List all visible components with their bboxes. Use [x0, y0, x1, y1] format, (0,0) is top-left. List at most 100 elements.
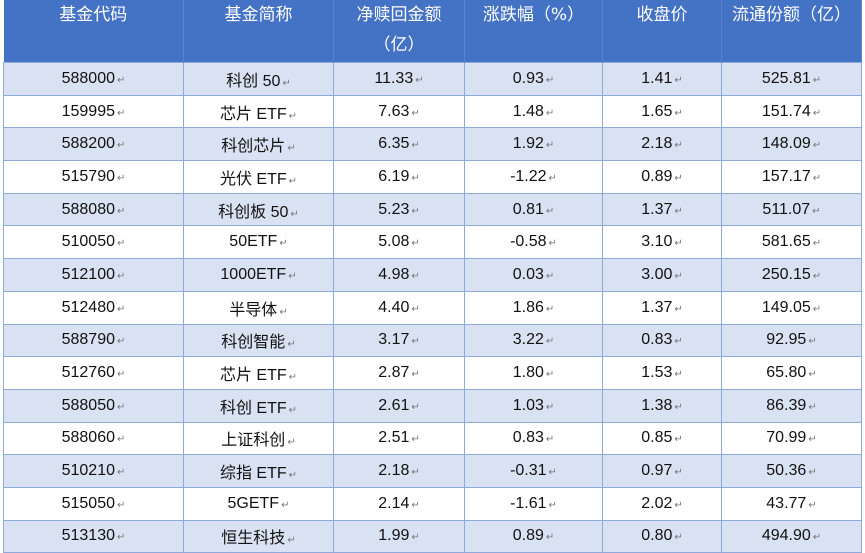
cell-net-redemption: 6.19 ↵ [333, 160, 465, 194]
cell-fund-code: 588000 ↵ [3, 62, 184, 96]
paragraph-mark-icon: ↵ [411, 401, 420, 413]
paragraph-mark-icon: ↵ [548, 499, 557, 511]
cell-change-pct: 1.86 ↵ [464, 290, 603, 325]
cell-text: 2.51 [378, 429, 410, 447]
cell-text: 157.17 [761, 167, 811, 185]
cell-text: 3.22 [512, 331, 544, 349]
paragraph-mark-icon: ↵ [279, 238, 288, 250]
cell-text: 0.03 [512, 265, 544, 283]
cell-change-pct: 1.80 ↵ [464, 356, 603, 390]
cell-text: 0.83 [641, 331, 673, 349]
cell-text: 0.93 [512, 69, 544, 87]
paragraph-mark-icon: ↵ [288, 110, 298, 122]
cell-fund-code: 159995 ↵ [3, 94, 184, 129]
cell-text: 3.10 [641, 233, 673, 251]
paragraph-mark-icon: ↵ [117, 107, 126, 119]
cell-fund-code: 588050 ↵ [3, 388, 184, 423]
cell-fund-name: 恒生科技 ↵ [183, 519, 334, 553]
table-row: 588080 ↵ 科创板 50 ↵ 5.23 ↵ 0.81 ↵ 1.37 ↵ 511.07 ↵ [3, 192, 862, 227]
cell-text: 科创 ETF [219, 399, 287, 417]
paragraph-mark-icon: ↵ [288, 372, 298, 384]
paragraph-mark-icon: ↵ [812, 74, 822, 86]
cell-text: 5.08 [378, 233, 410, 251]
cell-text: 5GETF [227, 494, 280, 512]
cell-close-price: 1.37 ↵ [602, 192, 722, 227]
paragraph-mark-icon: ↵ [287, 143, 296, 155]
cell-text: 525.81 [761, 69, 811, 87]
cell-text: 1.92 [512, 135, 544, 153]
cell-text: 2.02 [641, 494, 673, 512]
cell-fund-name: 50ETF ↵ [183, 225, 334, 260]
header-row: 基金代码 基金简称 净赎回金额（亿） 涨跌幅（%） 收盘价 流通份额（亿） [3, 0, 862, 63]
cell-fund-name: 科创智能 ↵ [183, 323, 334, 358]
cell-text: 2.18 [378, 462, 410, 480]
cell-text: 半导体 [229, 301, 278, 319]
cell-net-redemption: 5.08 ↵ [333, 225, 465, 260]
paragraph-mark-icon: ↵ [288, 175, 298, 187]
cell-text: 92.95 [766, 331, 807, 349]
cell-change-pct: -1.61 ↵ [464, 486, 603, 521]
cell-text: -0.58 [510, 233, 547, 251]
paragraph-mark-icon: ↵ [411, 140, 420, 152]
cell-fund-code: 588200 ↵ [3, 127, 184, 162]
cell-text: 1.38 [641, 396, 673, 414]
cell-close-price: 1.37 ↵ [602, 290, 722, 325]
paragraph-mark-icon: ↵ [545, 303, 555, 315]
cell-text: 上证科创 [221, 432, 286, 450]
cell-text: -0.31 [510, 462, 547, 480]
paragraph-mark-icon: ↵ [117, 303, 126, 315]
cell-text: 513130 [61, 527, 115, 545]
paragraph-mark-icon: ↵ [812, 140, 822, 152]
cell-text: 科创芯片 [221, 138, 286, 156]
paragraph-mark-icon: ↵ [288, 404, 298, 416]
paragraph-mark-icon: ↵ [812, 205, 821, 217]
cell-text: 511.07 [762, 200, 811, 218]
cell-text: 1.37 [641, 298, 673, 316]
cell-text: 芯片 ETF [219, 105, 287, 123]
paragraph-mark-icon: ↵ [288, 270, 297, 282]
cell-text: 151.74 [761, 102, 811, 120]
paragraph-mark-icon: ↵ [411, 499, 420, 511]
cell-text: 2.14 [378, 494, 410, 512]
cell-text: 588050 [61, 396, 115, 414]
cell-text: 恒生科技 [221, 530, 286, 548]
header-fund-code: 基金代码 [3, 0, 184, 63]
cell-fund-name: 科创板 50 ↵ [183, 192, 334, 227]
cell-close-price: 0.89 ↵ [602, 160, 722, 194]
paragraph-mark-icon: ↵ [545, 434, 555, 446]
paragraph-mark-icon: ↵ [117, 336, 126, 348]
cell-float-shares: 151.74 ↵ [721, 94, 862, 129]
cell-text: 588200 [61, 135, 115, 153]
cell-text: 149.05 [761, 298, 811, 316]
paragraph-mark-icon: ↵ [411, 107, 420, 119]
paragraph-mark-icon: ↵ [411, 172, 420, 184]
cell-text: 6.19 [378, 167, 410, 185]
cell-text: 1.41 [641, 69, 673, 87]
cell-float-shares: 511.07 ↵ [721, 192, 862, 227]
paragraph-mark-icon: ↵ [545, 336, 555, 348]
cell-change-pct: 0.03 ↵ [464, 258, 603, 292]
paragraph-mark-icon: ↵ [674, 401, 683, 413]
header-float-shares: 流通份额（亿） [721, 0, 862, 63]
cell-float-shares: 250.15 ↵ [721, 258, 862, 292]
paragraph-mark-icon: ↵ [812, 270, 822, 282]
cell-close-price: 0.85 ↵ [602, 421, 722, 456]
table-row: 515790 ↵ 光伏 ETF ↵ 6.19 ↵ -1.22 ↵ 0.89 ↵ 157.17 ↵ [3, 160, 862, 194]
cell-text: 2.18 [641, 135, 673, 153]
cell-text: 250.15 [761, 265, 811, 283]
paragraph-mark-icon: ↵ [411, 532, 420, 544]
paragraph-mark-icon: ↵ [808, 467, 817, 479]
table-row: 515050 ↵ 5GETF ↵ 2.14 ↵ -1.61 ↵ 2.02 ↵ 43.77 ↵ [3, 486, 862, 521]
cell-fund-code: 510210 ↵ [3, 454, 184, 488]
cell-close-price: 2.18 ↵ [602, 127, 722, 162]
cell-text: 86.39 [766, 396, 807, 414]
paragraph-mark-icon: ↵ [281, 499, 290, 511]
paragraph-mark-icon: ↵ [812, 303, 822, 315]
table-row: 588050 ↵ 科创 ETF ↵ 2.61 ↵ 1.03 ↵ 1.38 ↵ 86.39 ↵ [3, 388, 862, 423]
paragraph-mark-icon: ↵ [674, 107, 683, 119]
cell-fund-code: 515050 ↵ [3, 486, 184, 521]
cell-text: 6.35 [378, 135, 410, 153]
cell-fund-name: 5GETF ↵ [183, 486, 334, 521]
cell-text: 0.85 [641, 429, 673, 447]
table-row: 512100 ↵ 1000ETF ↵ 4.98 ↵ 0.03 ↵ 3.00 ↵ 250.15 ↵ [3, 258, 862, 292]
